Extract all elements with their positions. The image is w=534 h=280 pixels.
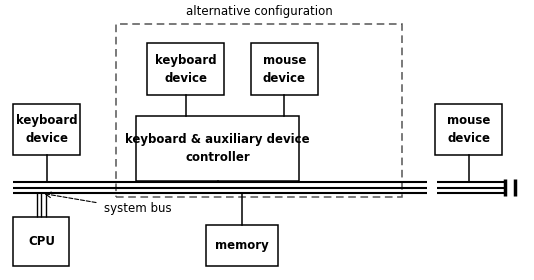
Bar	[116, 24, 402, 197]
Bar	[147, 43, 224, 95]
Text: system bus: system bus	[104, 202, 172, 215]
Bar	[435, 104, 502, 155]
Text: keyboard
device: keyboard device	[16, 114, 77, 145]
Text: mouse
device: mouse device	[447, 114, 490, 145]
Bar	[13, 217, 69, 266]
Text: keyboard & auxiliary device
controller: keyboard & auxiliary device controller	[125, 133, 310, 164]
Text: mouse
device: mouse device	[263, 54, 306, 85]
Text: memory: memory	[215, 239, 269, 252]
Text: CPU: CPU	[28, 235, 55, 248]
Bar	[136, 116, 299, 181]
Bar	[13, 104, 80, 155]
Text: alternative configuration: alternative configuration	[186, 5, 333, 18]
Text: keyboard
device: keyboard device	[155, 54, 216, 85]
Bar	[251, 43, 318, 95]
Bar	[206, 225, 278, 266]
